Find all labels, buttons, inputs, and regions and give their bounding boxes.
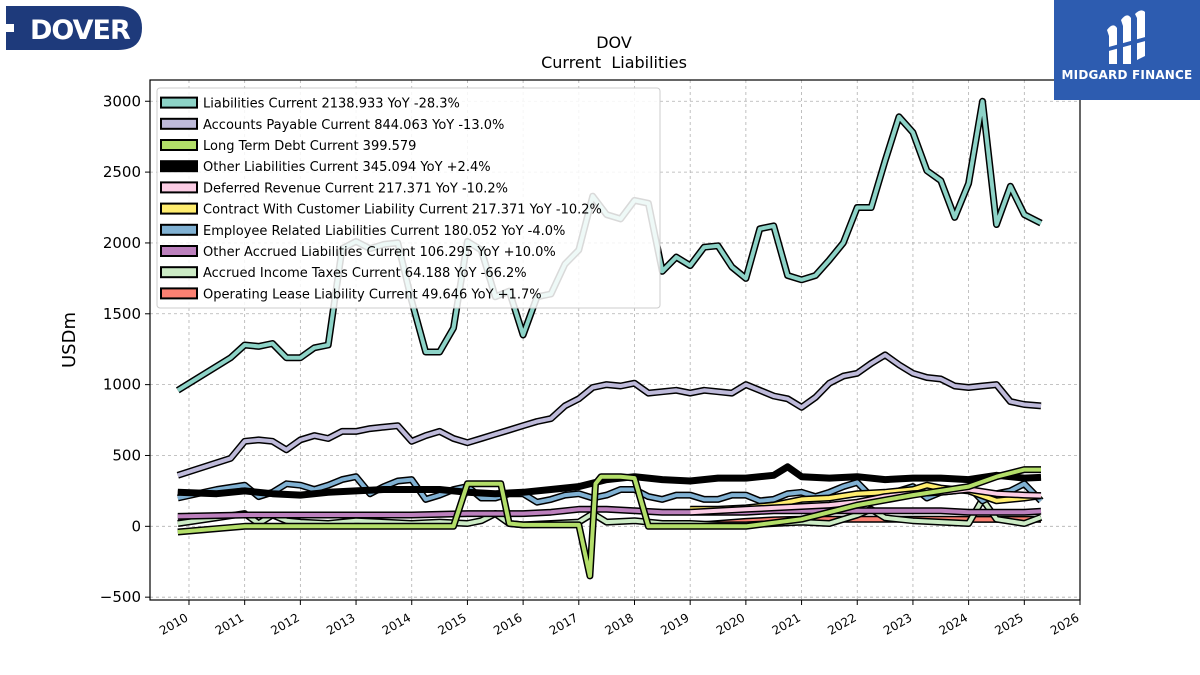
x-tick-label: 2010 [157,610,190,637]
legend-label: Accounts Payable Current 844.063 YoY -13… [203,118,504,133]
legend-label: Contract With Customer Liability Current… [203,203,602,218]
legend-swatch [160,160,198,173]
y-tick-label: 500 [112,446,141,464]
legend-label: Operating Lease Liability Current 49.646… [203,287,542,302]
x-tick-label: 2025 [992,610,1025,637]
dover-logo: DOVER [6,6,142,50]
series-line [177,467,1041,578]
legend-label: Deferred Revenue Current 217.371 YoY -10… [203,181,508,196]
legend-box [156,87,661,309]
chart-title-ticker: DOV [596,33,632,52]
y-tick-label: 1000 [103,376,141,394]
x-tick-label: 2023 [881,610,914,637]
midgard-emblem-icon [1105,10,1149,64]
x-tick-label: 2016 [491,610,524,637]
x-tick-label: 2024 [937,610,970,637]
y-tick-label: 3000 [103,92,141,110]
legend-swatch [160,139,198,151]
legend-swatch [160,266,198,279]
x-tick-label: 2019 [658,610,691,637]
y-tick-label: −500 [100,588,141,606]
series-line [690,517,1042,528]
midgard-logo-text: MIDGARD FINANCE [1061,68,1193,82]
midgard-finance-logo: MIDGARD FINANCE [1054,0,1200,100]
series-line [177,352,1042,478]
legend-swatch [160,245,198,257]
legend-swatch [160,202,198,215]
legend-swatch [160,96,198,109]
y-tick-label: 2500 [103,163,141,181]
legend-label: Liabilities Current 2138.933 YoY -28.3% [203,97,460,112]
legend: Liabilities Current 2138.933 YoY -28.3% A… [156,87,661,309]
x-tick-label: 2022 [825,610,858,637]
legend-label: Other Accrued Liabilities Current 106.29… [203,245,556,260]
legend-swatch [160,117,198,130]
legend-swatch [160,287,198,300]
x-tick-label: 2017 [547,610,580,637]
x-tick-label: 2014 [380,610,413,637]
y-tick-label: 2000 [103,234,141,252]
x-tick-label: 2012 [268,610,301,637]
y-tick-label: 0 [131,517,141,535]
x-tick-label: 2026 [1048,610,1081,637]
legend-label: Accrued Income Taxes Current 64.188 YoY … [203,266,527,281]
chart-subtitle: Current Liabilities [541,53,687,72]
y-tick-label: 1500 [103,305,141,323]
x-tick-label: 2020 [714,610,747,637]
x-tick-label: 2021 [770,610,803,637]
legend-label: Employee Related Liabilities Current 180… [203,224,565,239]
x-tick-label: 2013 [324,610,357,637]
legend-label: Long Term Debt Current 399.579 [203,139,416,154]
y-axis-label: USDm [59,312,80,368]
dover-logo-text: DOVER [30,15,131,46]
dover-logo-shape [6,6,142,50]
x-tick-label: 2015 [435,610,468,637]
legend-swatch [160,223,198,236]
plot-frame [149,79,1081,601]
x-tick-label: 2011 [213,610,246,637]
legend-label: Other Liabilities Current 345.094 YoY +2… [203,160,491,175]
x-tick-label: 2018 [603,610,636,637]
legend-swatch [160,181,198,194]
